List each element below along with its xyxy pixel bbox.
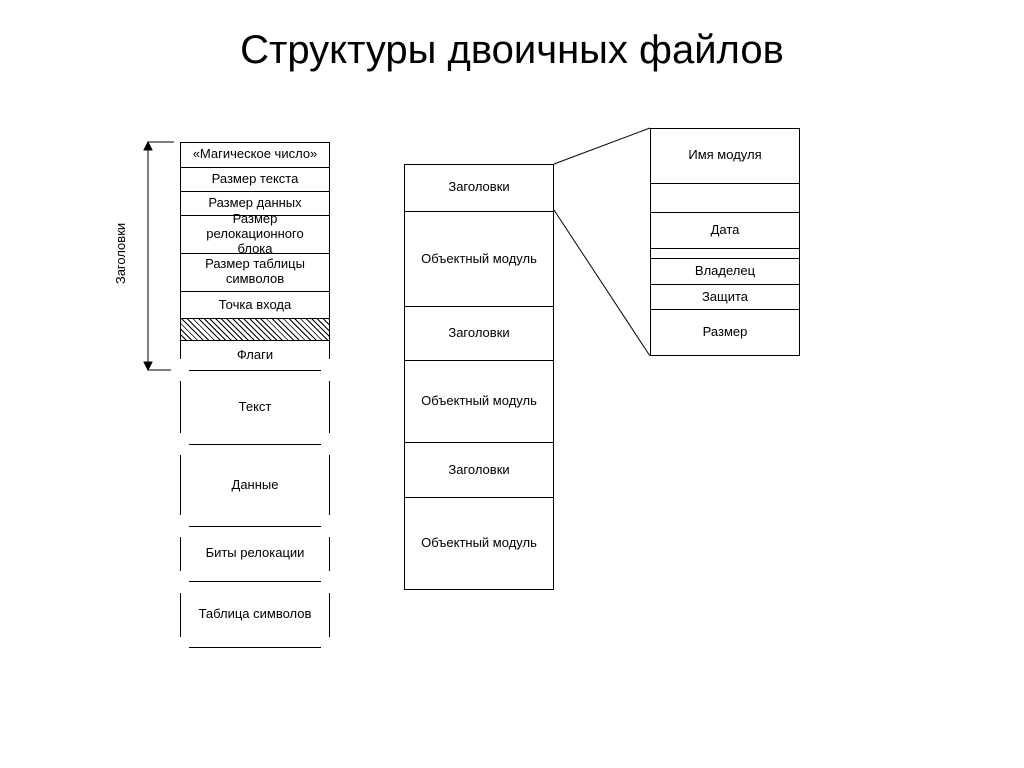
cell: Имя модуля	[651, 129, 799, 183]
cell: Текст	[181, 370, 329, 444]
cell: Флаги	[181, 340, 329, 370]
cell: «Магическое число»	[181, 143, 329, 167]
cell: Данные	[181, 444, 329, 526]
cell: Владелец	[651, 258, 799, 284]
cell: Точка входа	[181, 291, 329, 319]
column-archive-format: ЗаголовкиОбъектный модульЗаголовкиОбъект…	[404, 164, 554, 590]
cell: Заголовки	[405, 165, 553, 211]
cell: Заголовки	[405, 306, 553, 360]
cell: Объектный модуль	[405, 497, 553, 589]
cell: Защита	[651, 284, 799, 310]
cell: Размер релокационного блока	[181, 215, 329, 253]
cell: Объектный модуль	[405, 360, 553, 442]
column-header-detail: Имя модуля Дата ВладелецЗащитаРазмер	[650, 128, 800, 356]
cell: Размер текста	[181, 167, 329, 191]
diagram-canvas: «Магическое число»Размер текстаРазмер да…	[0, 0, 1024, 768]
cell: Биты релокации	[181, 526, 329, 582]
cell	[181, 318, 329, 340]
column-executable-format: «Магическое число»Размер текстаРазмер да…	[180, 142, 330, 648]
cell: Объектный модуль	[405, 211, 553, 307]
cell: Размер таблицы символов	[181, 253, 329, 291]
cell: Заголовки	[405, 442, 553, 498]
cell: Размер	[651, 309, 799, 355]
header-bracket-label: Заголовки	[113, 223, 128, 284]
cell: Дата	[651, 212, 799, 248]
cell	[651, 183, 799, 213]
cell	[651, 248, 799, 258]
cell: Таблица символов	[181, 581, 329, 647]
